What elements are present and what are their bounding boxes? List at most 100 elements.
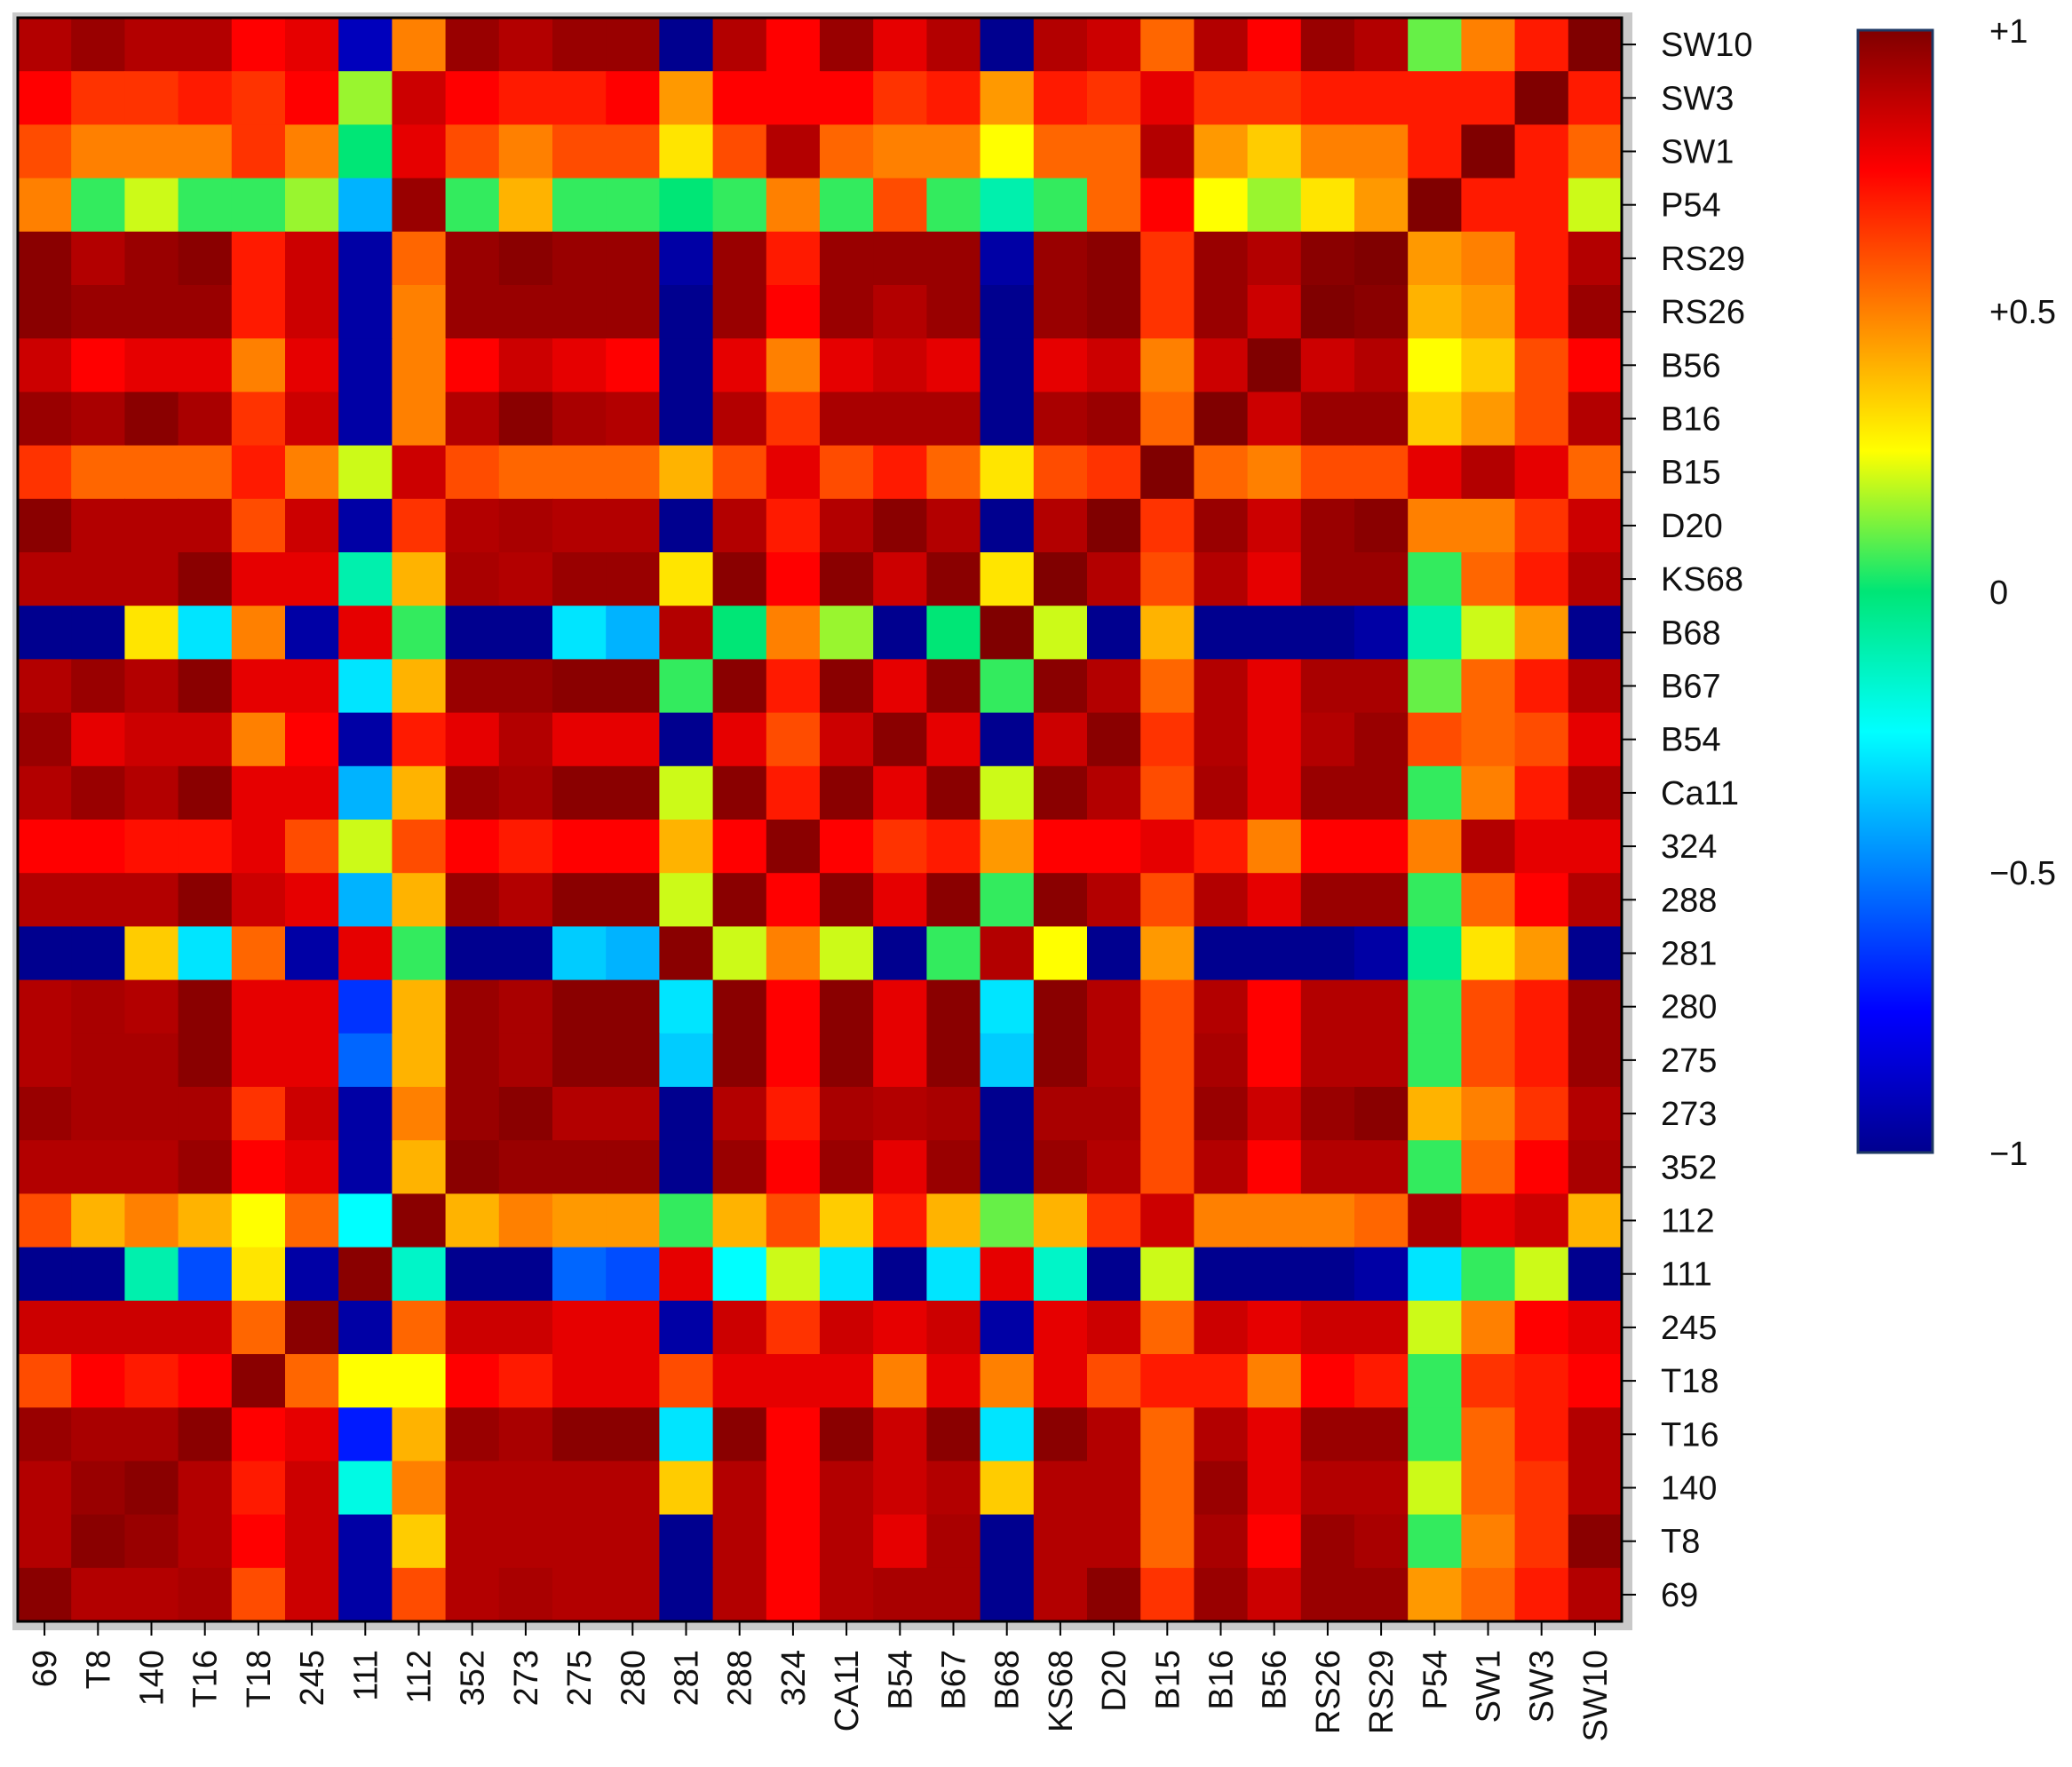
heatmap-cell	[712, 1087, 767, 1141]
y-tick-label: Ca11	[1661, 775, 1739, 812]
heatmap-cell	[445, 338, 500, 392]
heatmap-cell	[552, 712, 607, 767]
heatmap-cell	[766, 1461, 821, 1516]
heatmap-cell	[18, 1033, 72, 1088]
heatmap-cell	[124, 1461, 179, 1516]
heatmap-cell	[285, 285, 339, 339]
heatmap-cell	[1568, 1300, 1623, 1355]
heatmap-cell	[1247, 338, 1302, 392]
heatmap-cell	[1033, 606, 1088, 660]
heatmap-cell	[178, 338, 233, 392]
heatmap-cell	[338, 1300, 393, 1355]
heatmap-cell	[1354, 231, 1409, 286]
heatmap-cell	[766, 712, 821, 767]
heatmap-cell	[178, 820, 233, 874]
heatmap-cell	[338, 498, 393, 553]
heatmap-cell	[820, 820, 874, 874]
heatmap-cell	[71, 231, 125, 286]
heatmap-cell	[926, 979, 981, 1034]
heatmap-cell	[873, 178, 927, 233]
x-tick-label: 288	[722, 1650, 759, 1706]
heatmap-cell	[1087, 231, 1141, 286]
heatmap-cell	[124, 1514, 179, 1569]
heatmap-cell	[873, 1407, 927, 1462]
heatmap-cell	[178, 552, 233, 606]
heatmap-cell	[18, 1354, 72, 1408]
heatmap-cell	[1461, 873, 1516, 927]
heatmap-cell	[285, 392, 339, 447]
heatmap-cell	[285, 178, 339, 233]
heatmap-cell	[1514, 1354, 1569, 1408]
heatmap-cell	[820, 178, 874, 233]
heatmap-cell	[1087, 1514, 1141, 1569]
x-tick-label: SW3	[1524, 1650, 1561, 1723]
heatmap-cell	[1033, 1247, 1088, 1302]
heatmap-cell	[338, 873, 393, 927]
heatmap-cell	[338, 445, 393, 500]
heatmap-cell	[1354, 1247, 1409, 1302]
heatmap-cell	[552, 498, 607, 553]
heatmap-cell	[445, 712, 500, 767]
heatmap-cell	[1408, 1247, 1462, 1302]
heatmap-cell	[18, 1247, 72, 1302]
heatmap-cell	[980, 71, 1035, 125]
heatmap-cell	[124, 1300, 179, 1355]
heatmap-cell	[1033, 1461, 1088, 1516]
heatmap-cell	[445, 1461, 500, 1516]
heatmap-cell	[552, 1567, 607, 1622]
heatmap-cell	[1514, 1193, 1569, 1248]
heatmap-cell	[392, 445, 447, 500]
heatmap-cell	[1194, 1407, 1249, 1462]
heatmap-cell	[1461, 820, 1516, 874]
heatmap-cell	[1514, 873, 1569, 927]
heatmap-cell	[980, 659, 1035, 714]
heatmap-cell	[873, 1247, 927, 1302]
heatmap-cell	[1194, 392, 1249, 447]
heatmap-cell	[873, 1193, 927, 1248]
heatmap-cell	[766, 338, 821, 392]
heatmap-cell	[392, 552, 447, 606]
heatmap-cell	[980, 445, 1035, 500]
heatmap-cell	[445, 1140, 500, 1194]
heatmap-cell	[1568, 1247, 1623, 1302]
heatmap-cell	[18, 124, 72, 179]
heatmap-cell	[124, 1033, 179, 1088]
heatmap-cell	[1408, 659, 1462, 714]
heatmap-cell	[712, 285, 767, 339]
heatmap-cell	[285, 124, 339, 179]
heatmap-cell	[338, 765, 393, 820]
heatmap-cell	[712, 926, 767, 981]
heatmap-cell	[659, 124, 714, 179]
heatmap-cell	[178, 873, 233, 927]
heatmap-cell	[392, 1247, 447, 1302]
heatmap-cell	[552, 765, 607, 820]
heatmap-cell	[873, 498, 927, 553]
y-tick-label: 111	[1661, 1256, 1712, 1294]
heatmap-cell	[338, 1033, 393, 1088]
heatmap-cell	[445, 926, 500, 981]
heatmap-cell	[1033, 71, 1088, 125]
heatmap-cell	[1514, 1514, 1569, 1569]
heatmap-cell	[1033, 873, 1088, 927]
heatmap-cell	[1568, 979, 1623, 1034]
heatmap-cell	[392, 285, 447, 339]
heatmap-cell	[71, 926, 125, 981]
x-tick-label: 245	[294, 1650, 331, 1706]
heatmap-cell	[1354, 71, 1409, 125]
y-tick-label: T16	[1661, 1416, 1719, 1454]
heatmap-cell	[1087, 498, 1141, 553]
heatmap-cell	[552, 1087, 607, 1141]
heatmap-cell	[820, 873, 874, 927]
heatmap-cell	[124, 979, 179, 1034]
heatmap-cell	[873, 285, 927, 339]
x-tick-label: B15	[1149, 1650, 1187, 1710]
heatmap-cell	[873, 820, 927, 874]
heatmap-cell	[338, 18, 393, 72]
heatmap-cell	[1194, 231, 1249, 286]
heatmap-cell	[1247, 392, 1302, 447]
heatmap-cell	[1194, 1247, 1249, 1302]
heatmap-cell	[285, 659, 339, 714]
heatmap-cell	[552, 1247, 607, 1302]
heatmap-cell	[231, 1514, 286, 1569]
heatmap-cell	[1408, 1461, 1462, 1516]
